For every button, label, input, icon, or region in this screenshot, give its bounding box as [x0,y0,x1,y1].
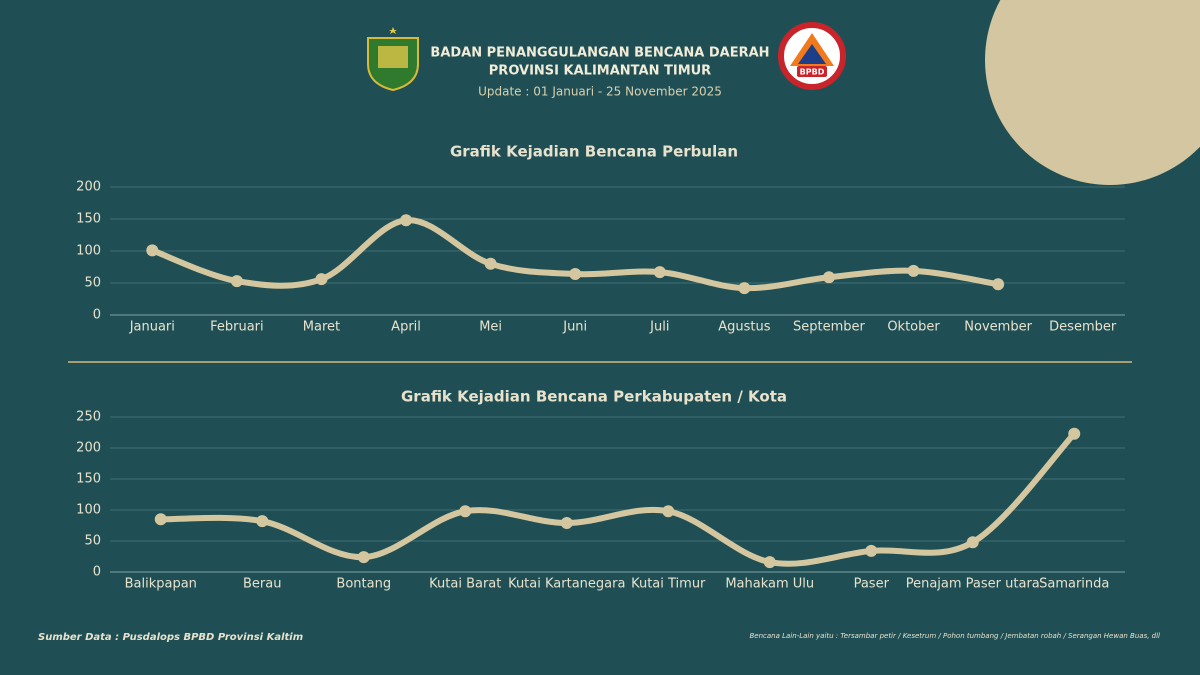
point [256,515,269,528]
point [738,282,751,295]
point [315,273,328,286]
point [1068,427,1081,440]
point [146,244,159,257]
chart-title: Grafik Kejadian Bencana Perkabupaten / K… [401,388,787,406]
point [154,513,167,526]
x-tick-label: Paser [854,577,890,592]
point [560,517,573,530]
y-tick-label: 150 [76,212,101,227]
y-tick-label: 0 [93,565,101,580]
header-line2: PROVINSI KALIMANTAN TIMUR [489,64,711,79]
point [662,505,675,518]
point [992,278,1005,291]
x-tick-label: Balikpapan [125,577,197,592]
x-tick-label: Berau [243,577,281,592]
decor-circle [985,0,1200,185]
line [157,430,1078,567]
point [822,271,835,284]
x-tick-label: Januari [129,320,175,335]
x-tick-label: Bontang [336,577,391,592]
x-tick-label: Juni [562,320,587,335]
x-tick-label: Maret [303,320,340,335]
y-tick-label: 100 [76,244,101,259]
y-tick-label: 250 [76,410,101,425]
y-tick-label: 50 [84,276,101,291]
point [484,257,497,270]
logo-text: BPBD [800,68,825,77]
point [400,214,413,227]
point [653,266,666,279]
point [907,264,920,277]
point [966,536,979,549]
x-tick-label: Februari [210,320,264,335]
x-tick-label: Mei [479,320,502,335]
y-tick-label: 200 [76,180,101,195]
point [865,544,878,557]
source-text: Sumber Data : Pusdalops BPBD Provinsi Ka… [38,632,303,643]
point [357,551,370,564]
left-emblem [367,27,419,92]
point [459,505,472,518]
x-tick-label: Kutai Barat [429,577,501,592]
x-tick-label: Agustus [718,320,770,335]
x-tick-label: Oktober [887,320,940,335]
x-tick-label: Juli [649,320,669,335]
y-tick-label: 50 [84,534,101,549]
x-tick-label: April [391,320,421,335]
x-tick-label: Mahakam Ulu [725,577,814,592]
x-tick-label: Samarinda [1039,577,1109,592]
chart-title: Grafik Kejadian Bencana Perbulan [450,143,738,161]
update-text: Update : 01 Januari - 25 November 2025 [478,85,722,99]
point [763,556,776,569]
note-text: Bencana Lain-Lain yaitu : Tersambar peti… [749,632,1160,640]
x-tick-label: Penajam Paser utara [906,577,1040,592]
point [569,268,582,281]
x-tick-label: November [964,320,1032,335]
x-tick-label: September [793,320,866,335]
y-tick-label: 100 [76,503,101,518]
y-tick-label: 200 [76,441,101,456]
y-tick-label: 150 [76,472,101,487]
x-tick-label: Kutai Timur [631,577,706,592]
point [230,275,243,288]
x-tick-label: Desember [1049,320,1117,335]
y-tick-label: 0 [93,308,101,323]
header-line1: BADAN PENANGGULANGAN BENCANA DAERAH [430,46,769,61]
bpbd-logo: BPBD [778,22,846,90]
x-tick-label: Kutai Kartanegara [508,577,625,592]
